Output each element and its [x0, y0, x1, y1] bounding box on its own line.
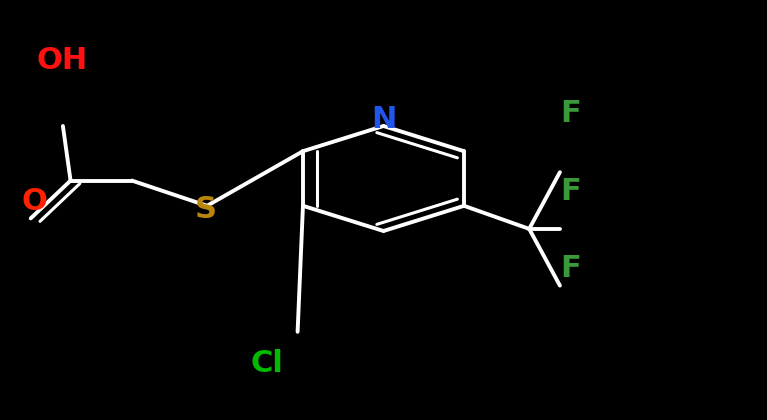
Text: Cl: Cl [251, 349, 283, 378]
Text: N: N [370, 105, 397, 134]
Text: O: O [21, 187, 48, 216]
Text: F: F [560, 176, 581, 206]
Text: S: S [195, 195, 216, 225]
Text: OH: OH [37, 46, 88, 76]
Text: F: F [560, 254, 581, 284]
Text: F: F [560, 99, 581, 128]
